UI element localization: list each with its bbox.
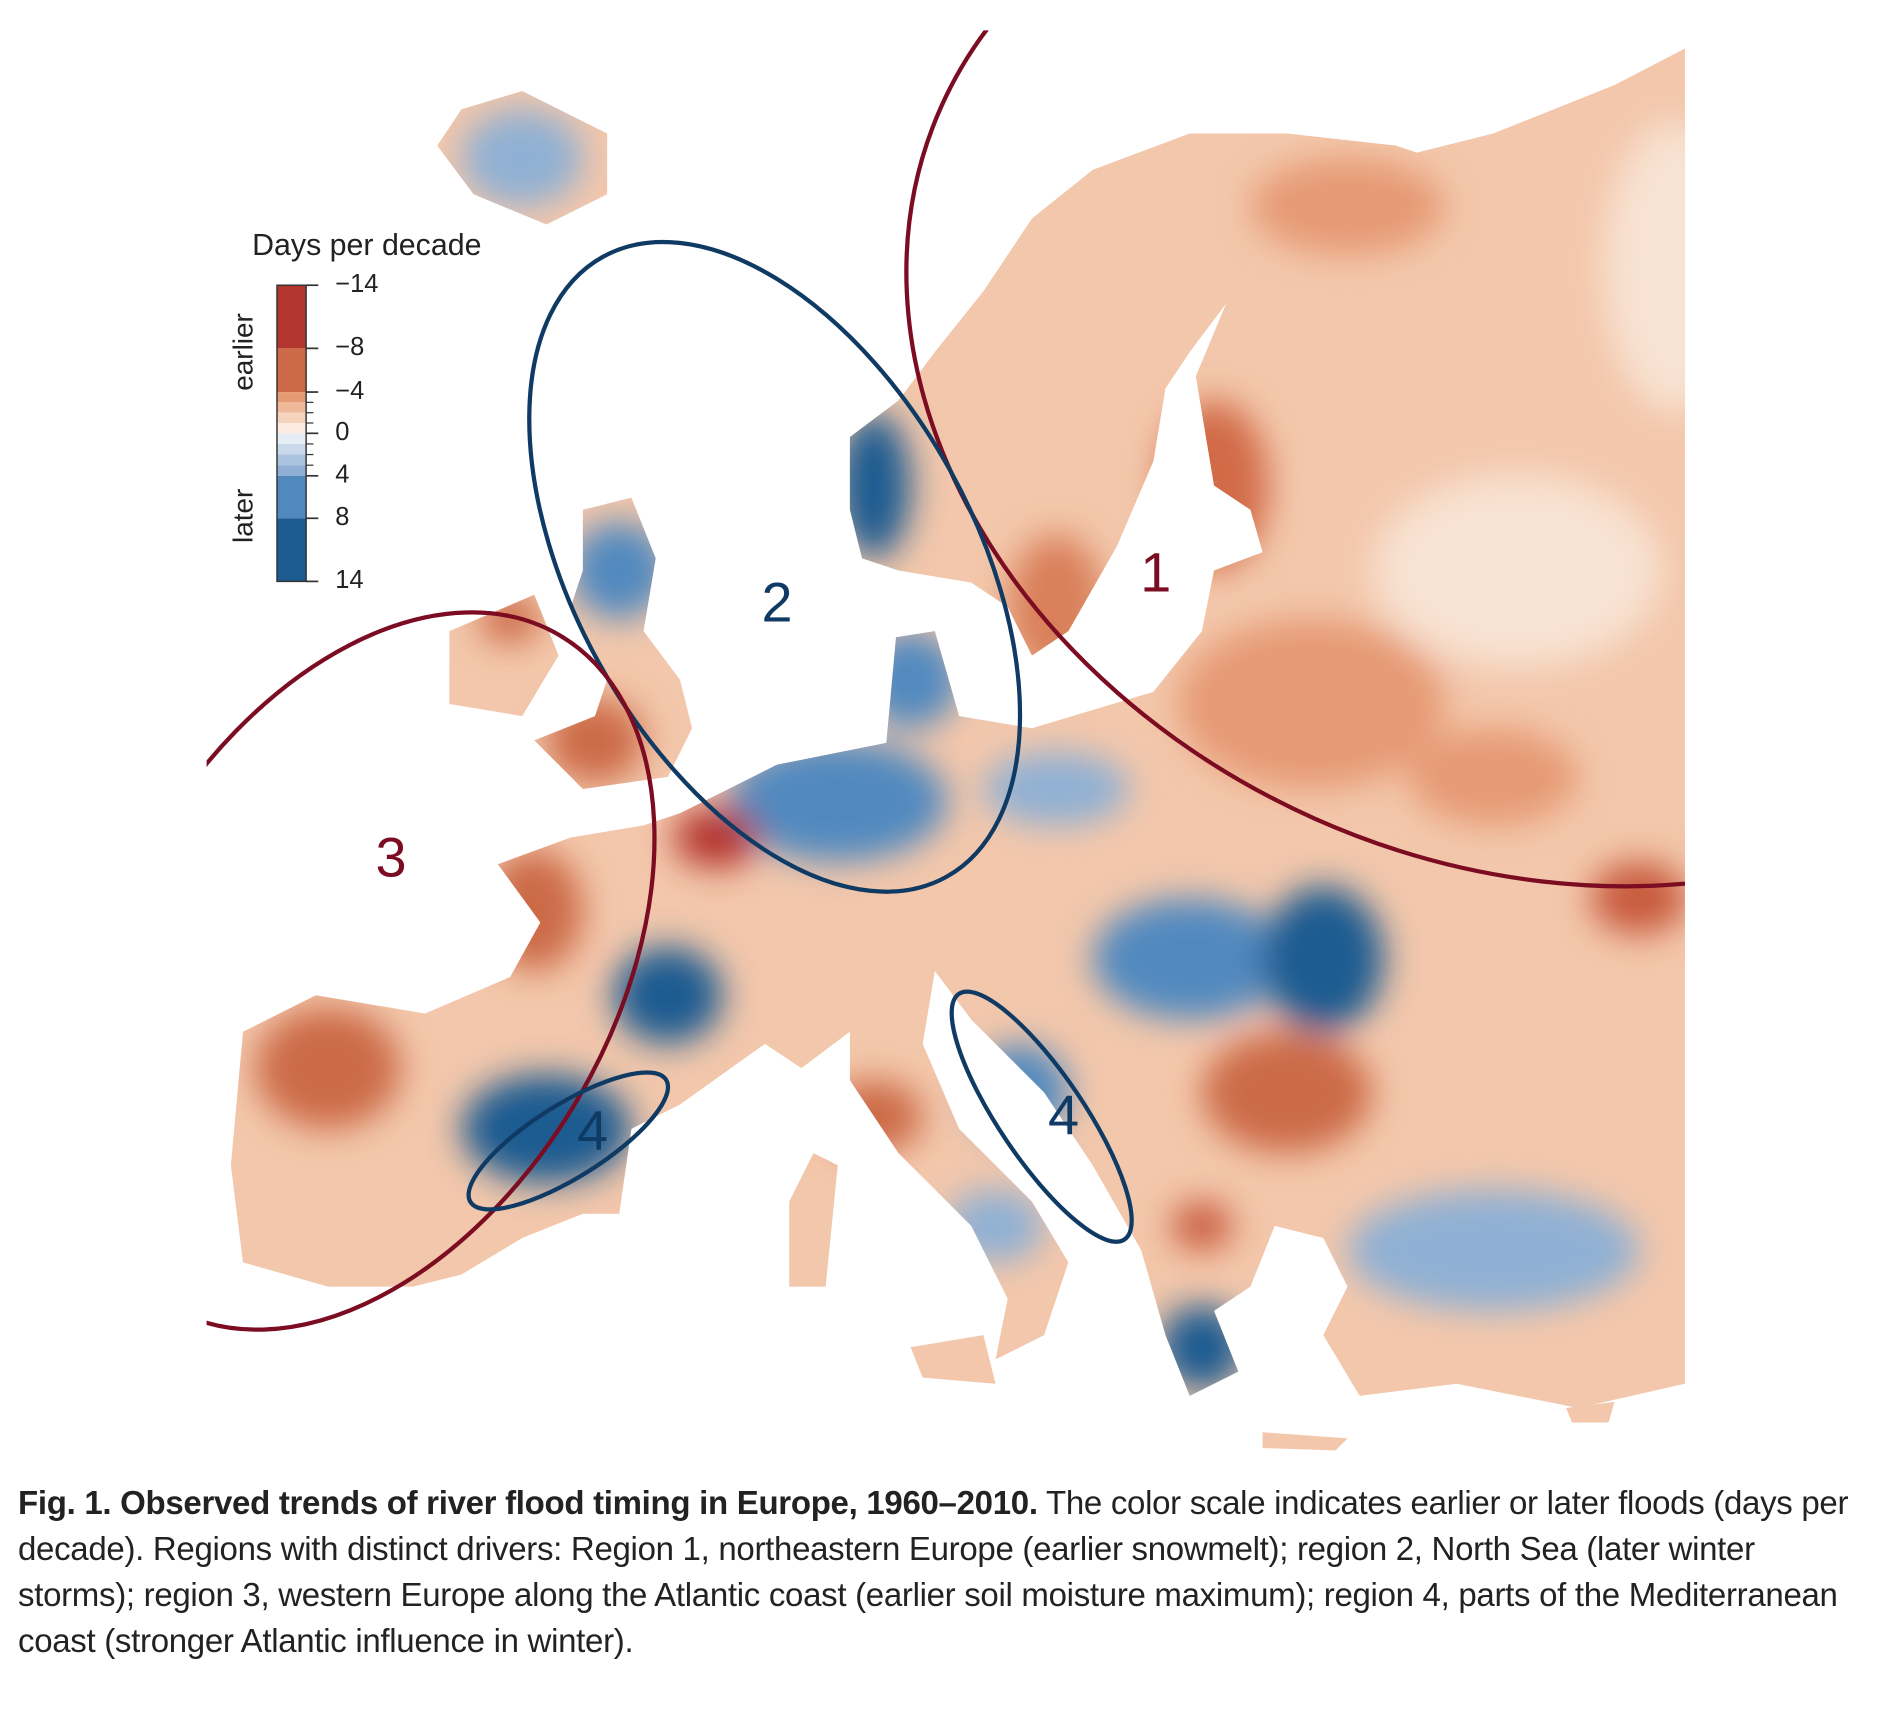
colorbar-tick-label: 4 bbox=[335, 461, 349, 489]
legend-earlier: earlier bbox=[228, 313, 259, 391]
legend-title: Days per decade bbox=[252, 229, 481, 262]
colorbar-bin bbox=[276, 402, 307, 413]
trend-patches bbox=[255, 109, 1685, 1390]
region-outline bbox=[949, 989, 1134, 1244]
colorbar-bin bbox=[276, 412, 307, 424]
region-outline bbox=[527, 239, 1023, 894]
colorbar-tick-label: 8 bbox=[335, 503, 349, 531]
caption-text: The color scale indicates earlier or lat… bbox=[18, 1484, 1849, 1659]
region-label: 4 bbox=[577, 1099, 608, 1162]
caption-label: Fig. 1. Observed trends of river flood t… bbox=[18, 1484, 1038, 1521]
caption: Fig. 1. Observed trends of river flood t… bbox=[18, 1480, 1878, 1664]
region-label: 3 bbox=[376, 826, 407, 889]
region-label: 1 bbox=[1140, 540, 1171, 603]
legend-later: later bbox=[228, 489, 259, 543]
colorbar-tick-label: −4 bbox=[335, 377, 364, 405]
region-label: 2 bbox=[762, 571, 793, 634]
region-outline bbox=[466, 1070, 671, 1212]
regions bbox=[206, 30, 1685, 1332]
colorbar-tick-label: −8 bbox=[335, 333, 364, 361]
colorbar-bin bbox=[276, 475, 307, 519]
colorbar-bin bbox=[276, 423, 307, 434]
colorbar-bin bbox=[276, 285, 307, 349]
colorbar-bin bbox=[276, 392, 307, 403]
colorbar-tick-label: −14 bbox=[335, 270, 378, 298]
colorbar-bin bbox=[276, 348, 307, 393]
colorbar-tick-label: 14 bbox=[335, 566, 363, 594]
region-label: 4 bbox=[1048, 1083, 1079, 1146]
colorbar-bin bbox=[276, 465, 307, 476]
colorbar-bin bbox=[276, 443, 307, 455]
legend: Days per decade earlier later −14 −8 −4 0 4 8… bbox=[228, 229, 482, 594]
colorbar-bin bbox=[276, 518, 307, 582]
colorbar-bin bbox=[276, 433, 307, 444]
colorbar-tick-label: 0 bbox=[335, 418, 349, 446]
region-outline bbox=[206, 610, 657, 1332]
region-outline bbox=[904, 30, 1685, 889]
colorbar-bin bbox=[276, 454, 307, 466]
